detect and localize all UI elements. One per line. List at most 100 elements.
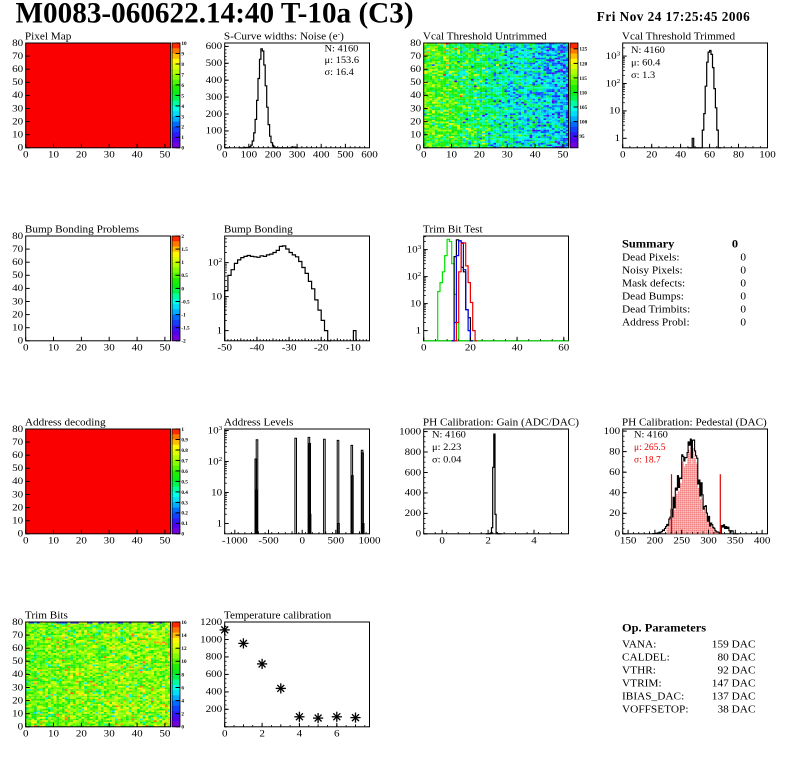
svg-text:μ: 60.4: μ: 60.4 [631,58,660,68]
svg-text:10: 10 [48,536,59,546]
svg-text:0: 0 [740,265,746,277]
svg-text:2: 2 [259,729,265,739]
svg-text:20: 20 [12,117,23,127]
svg-text:0.2: 0.2 [181,511,188,517]
svg-text:Dead Trimbits:: Dead Trimbits: [622,304,690,316]
svg-text:20: 20 [646,150,657,160]
svg-text:N: 4160: N: 4160 [631,45,665,55]
svg-text:600: 600 [361,150,378,160]
svg-text:30: 30 [410,104,421,114]
svg-text:100: 100 [206,126,223,136]
svg-text:-10: -10 [346,343,361,353]
svg-text:1: 1 [615,134,621,144]
svg-text:VTHR:: VTHR: [622,665,656,677]
svg-text:120: 120 [579,61,587,67]
svg-text:60: 60 [410,65,421,75]
svg-text:10: 10 [181,659,187,665]
svg-text:40: 40 [512,343,523,353]
svg-text:3: 3 [181,114,184,120]
svg-text:0: 0 [416,143,422,153]
svg-text:0: 0 [222,150,228,160]
svg-text:0: 0 [181,146,184,152]
svg-text:10: 10 [48,343,59,353]
svg-text:40: 40 [132,343,143,353]
svg-text:103: 103 [208,426,223,436]
svg-text:-20: -20 [314,343,329,353]
svg-text:CALDEL:: CALDEL: [622,652,670,664]
svg-text:0.9: 0.9 [181,437,188,443]
svg-text:20: 20 [12,310,23,320]
svg-text:80 DAC: 80 DAC [717,652,755,664]
svg-text:600: 600 [405,468,422,478]
svg-text:2: 2 [181,712,184,718]
svg-text:400: 400 [405,488,422,498]
svg-text:0: 0 [740,291,746,303]
svg-text:137 DAC: 137 DAC [712,691,756,703]
svg-text:10: 10 [12,709,23,719]
svg-text:103: 103 [407,245,422,255]
svg-text:Summary: Summary [622,237,674,250]
svg-text:0.3: 0.3 [181,500,188,506]
svg-text:Dead Pixels:: Dead Pixels: [622,252,680,264]
svg-text:30: 30 [12,490,23,500]
svg-text:600: 600 [206,670,223,680]
svg-text:40: 40 [675,150,686,160]
svg-text:VOFFSETOP:: VOFFSETOP: [622,704,688,716]
svg-text:0: 0 [217,143,223,153]
svg-text:200: 200 [405,509,422,519]
svg-text:200: 200 [206,110,223,120]
svg-text:0.5: 0.5 [181,273,188,279]
svg-text:0: 0 [615,529,621,539]
svg-text:PH Calibration: Pedestal (DAC): PH Calibration: Pedestal (DAC) [622,417,767,429]
svg-text:Mask defects:: Mask defects: [622,278,685,290]
svg-text:0: 0 [23,150,29,160]
svg-text:-30: -30 [282,343,297,353]
svg-text:80: 80 [12,618,23,628]
svg-text:PH Calibration: Gain (ADC/DAC): PH Calibration: Gain (ADC/DAC) [423,417,579,429]
svg-text:7: 7 [181,72,184,78]
svg-text:Vcal Threshold Trimmed: Vcal Threshold Trimmed [622,31,736,43]
svg-text:150: 150 [620,536,637,546]
svg-text:1: 1 [181,260,184,266]
svg-text:50: 50 [12,271,23,281]
svg-text:70: 70 [12,631,23,641]
svg-text:μ: 265.5: μ: 265.5 [634,443,666,453]
svg-text:10: 10 [48,150,59,160]
svg-text:102: 102 [208,457,223,467]
svg-text:60: 60 [12,451,23,461]
svg-text:40: 40 [132,150,143,160]
svg-text:10: 10 [12,516,23,526]
svg-text:60: 60 [609,468,620,478]
svg-text:600: 600 [206,42,223,52]
svg-text:1.5: 1.5 [181,247,188,253]
svg-text:Pixel Map: Pixel Map [25,31,72,43]
svg-text:80: 80 [410,39,421,49]
svg-text:100: 100 [579,120,587,126]
svg-text:400: 400 [754,536,771,546]
svg-text:400: 400 [206,76,223,86]
svg-text:60: 60 [12,65,23,75]
svg-text:30: 30 [12,297,23,307]
svg-text:S-Curve widths: Noise (e-): S-Curve widths: Noise (e-) [224,30,344,42]
svg-text:0: 0 [23,536,29,546]
svg-text:80: 80 [12,39,23,49]
svg-text:4: 4 [531,536,537,546]
svg-text:70: 70 [12,438,23,448]
svg-text:M0083-060622.14:40 T-10a (C3): M0083-060622.14:40 T-10a (C3) [16,0,414,30]
svg-text:30: 30 [12,104,23,114]
svg-text:50: 50 [159,536,170,546]
svg-text:10: 10 [410,130,421,140]
svg-text:40: 40 [410,91,421,101]
svg-text:10: 10 [211,292,222,302]
svg-text:0.1: 0.1 [181,521,188,527]
svg-text:8: 8 [181,62,184,68]
svg-text:20: 20 [12,696,23,706]
svg-text:20: 20 [76,150,87,160]
svg-text:60: 60 [704,150,715,160]
svg-text:0.8: 0.8 [181,448,188,454]
svg-text:30: 30 [104,536,115,546]
svg-text:-40: -40 [250,343,265,353]
svg-text:0.7: 0.7 [181,458,188,464]
svg-text:1: 1 [217,326,223,336]
svg-text:38 DAC: 38 DAC [717,704,755,716]
